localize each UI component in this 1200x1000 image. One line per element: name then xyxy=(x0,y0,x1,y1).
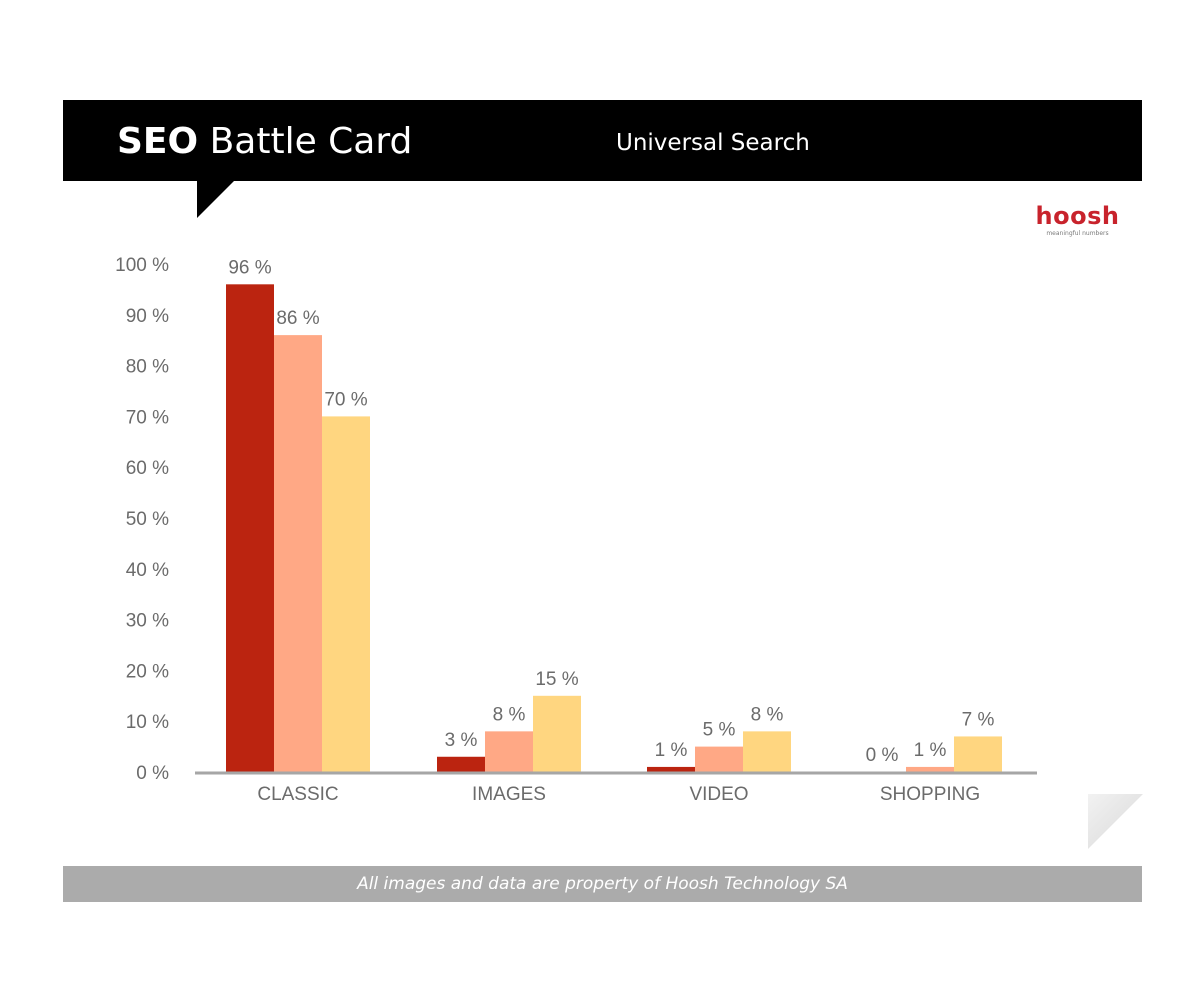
hoosh-logo: hoosh meaningful numbers xyxy=(1030,202,1125,238)
y-tick-label: 50 % xyxy=(126,509,169,530)
card-title-rest: Battle Card xyxy=(209,121,413,162)
y-tick-label: 90 % xyxy=(126,306,169,327)
card-subtitle: Universal Search xyxy=(616,130,810,156)
y-tick-label: 100 % xyxy=(115,255,169,276)
data-label: 8 % xyxy=(751,704,784,725)
bar xyxy=(533,695,581,772)
y-tick-label: 80 % xyxy=(126,357,169,378)
y-tick-label: 30 % xyxy=(126,611,169,632)
x-category-label: VIDEO xyxy=(689,784,748,805)
bar xyxy=(906,766,954,772)
y-tick-label: 70 % xyxy=(126,407,169,428)
y-tick-label: 60 % xyxy=(126,458,169,479)
bar xyxy=(954,736,1002,772)
data-label: 96 % xyxy=(228,257,271,278)
bar xyxy=(322,416,370,772)
data-label: 15 % xyxy=(535,669,578,690)
card-title: SEO Battle Card xyxy=(117,120,412,164)
data-label: 3 % xyxy=(445,730,478,751)
card-title-bold: SEO xyxy=(117,121,199,162)
y-tick-label: 20 % xyxy=(126,661,169,682)
data-label: 70 % xyxy=(324,389,367,410)
data-label: 7 % xyxy=(962,709,995,730)
data-label: 1 % xyxy=(655,740,688,761)
data-label: 1 % xyxy=(914,740,947,761)
header-speech-tail xyxy=(197,180,235,218)
y-tick-label: 10 % xyxy=(126,712,169,733)
header-bar xyxy=(63,100,1142,181)
bar xyxy=(274,335,322,772)
data-label: 5 % xyxy=(703,720,736,741)
y-tick-label: 40 % xyxy=(126,560,169,581)
x-category-label: CLASSIC xyxy=(257,784,338,805)
y-tick-label: 0 % xyxy=(136,763,169,784)
logo-wordmark: hoosh xyxy=(1035,202,1120,230)
bar xyxy=(647,766,695,772)
bar xyxy=(226,284,274,772)
bar xyxy=(437,756,485,772)
bar xyxy=(695,746,743,772)
data-label: 86 % xyxy=(276,308,319,329)
bar xyxy=(485,731,533,772)
bar xyxy=(743,731,791,772)
copyright-notice: All images and data are property of Hoos… xyxy=(357,874,848,894)
data-label: 0 % xyxy=(866,745,899,766)
footer-bar xyxy=(63,866,1142,902)
data-label: 8 % xyxy=(493,704,526,725)
x-category-label: SHOPPING xyxy=(880,784,980,805)
x-category-label: IMAGES xyxy=(472,784,546,805)
logo-tagline: meaningful numbers xyxy=(1046,230,1109,237)
